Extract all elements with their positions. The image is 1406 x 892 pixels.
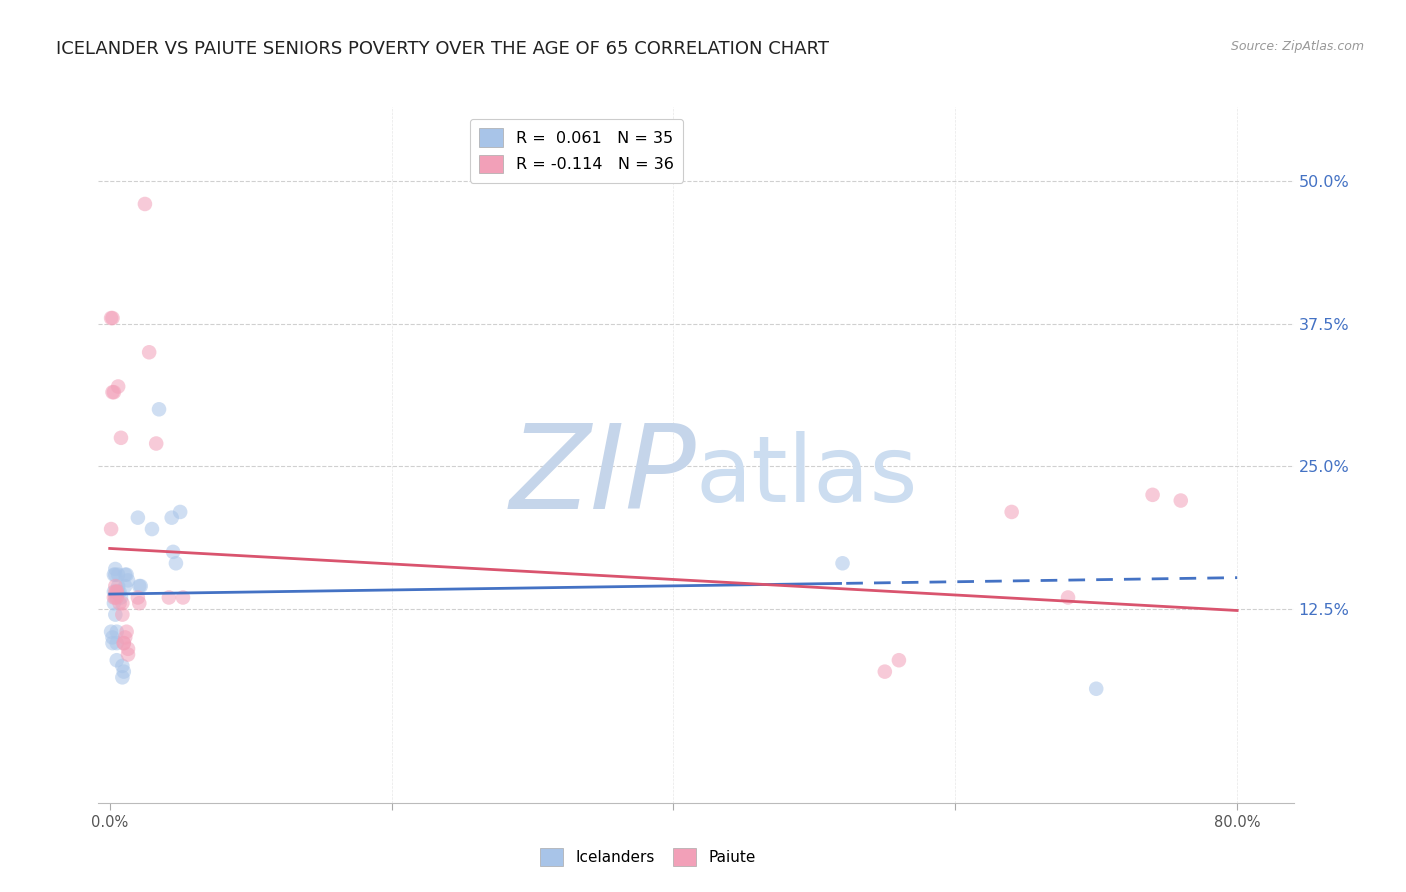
- Point: [107, 584, 129, 599]
- Point: [873, 665, 896, 679]
- Point: [105, 584, 128, 599]
- Point: [111, 596, 134, 610]
- Point: [104, 567, 127, 582]
- Point: [112, 665, 135, 679]
- Point: [103, 584, 125, 599]
- Point: [110, 431, 132, 445]
- Point: [108, 584, 131, 599]
- Point: [127, 510, 149, 524]
- Point: [104, 562, 127, 576]
- Point: [104, 584, 127, 599]
- Point: [157, 591, 180, 605]
- Point: [105, 653, 128, 667]
- Point: [111, 659, 134, 673]
- Point: [1142, 488, 1164, 502]
- Point: [110, 591, 132, 605]
- Point: [127, 591, 149, 605]
- Point: [100, 522, 122, 536]
- Point: [117, 574, 139, 588]
- Point: [101, 311, 124, 326]
- Point: [145, 436, 167, 450]
- Point: [104, 591, 127, 605]
- Legend: Icelanders, Paiute: Icelanders, Paiute: [534, 842, 762, 871]
- Point: [101, 385, 124, 400]
- Point: [172, 591, 194, 605]
- Point: [148, 402, 170, 417]
- Point: [105, 624, 128, 639]
- Text: ZIP: ZIP: [509, 418, 696, 533]
- Point: [128, 579, 150, 593]
- Point: [105, 584, 128, 599]
- Point: [105, 591, 128, 605]
- Point: [104, 579, 127, 593]
- Point: [111, 607, 134, 622]
- Point: [100, 311, 122, 326]
- Point: [115, 624, 138, 639]
- Point: [101, 631, 124, 645]
- Point: [100, 624, 122, 639]
- Point: [103, 385, 125, 400]
- Point: [105, 636, 128, 650]
- Text: Source: ZipAtlas.com: Source: ZipAtlas.com: [1230, 40, 1364, 54]
- Point: [128, 596, 150, 610]
- Text: atlas: atlas: [696, 431, 918, 521]
- Point: [107, 579, 129, 593]
- Point: [103, 596, 125, 610]
- Point: [831, 556, 853, 570]
- Point: [112, 636, 135, 650]
- Point: [141, 522, 163, 536]
- Point: [162, 545, 184, 559]
- Point: [887, 653, 910, 667]
- Point: [1170, 493, 1192, 508]
- Point: [1085, 681, 1108, 696]
- Point: [114, 567, 136, 582]
- Point: [117, 641, 139, 656]
- Point: [169, 505, 191, 519]
- Point: [160, 510, 183, 524]
- Point: [115, 567, 138, 582]
- Point: [103, 567, 125, 582]
- Point: [1001, 505, 1024, 519]
- Point: [114, 579, 136, 593]
- Point: [138, 345, 160, 359]
- Point: [1057, 591, 1080, 605]
- Point: [107, 567, 129, 582]
- Text: ICELANDER VS PAIUTE SENIORS POVERTY OVER THE AGE OF 65 CORRELATION CHART: ICELANDER VS PAIUTE SENIORS POVERTY OVER…: [56, 40, 830, 58]
- Point: [107, 379, 129, 393]
- Point: [129, 579, 152, 593]
- Point: [108, 596, 131, 610]
- Point: [111, 670, 134, 684]
- Point: [112, 636, 135, 650]
- Point: [101, 636, 124, 650]
- Point: [114, 631, 136, 645]
- Point: [104, 607, 127, 622]
- Point: [103, 591, 125, 605]
- Point: [165, 556, 187, 570]
- Point: [117, 648, 139, 662]
- Point: [134, 197, 156, 211]
